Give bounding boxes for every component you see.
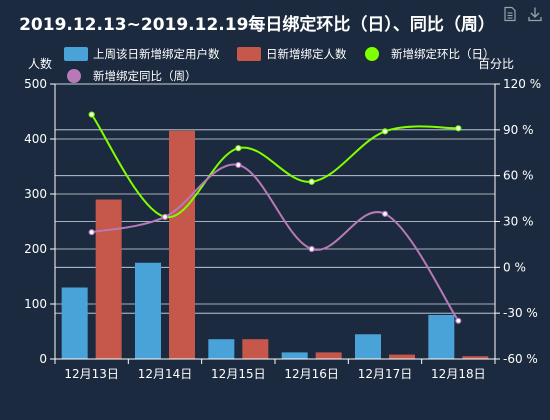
legend-label-last-week: 上周该日新增绑定用户数 xyxy=(93,47,220,61)
legend-item[interactable]: 日新增绑定人数 xyxy=(237,47,347,61)
data-view-icon[interactable] xyxy=(502,6,518,22)
y-right-axis-name: 百分比 xyxy=(478,57,514,71)
legend-label-day-ratio: 新增绑定环比（日） xyxy=(391,47,495,61)
x-tick-label: 12月15日 xyxy=(211,367,266,381)
point-day-ratio[interactable] xyxy=(308,178,315,185)
bar-daily-new[interactable] xyxy=(462,356,489,359)
y-left-tick-label: 0 xyxy=(39,352,47,366)
y-right-tick-label: 30 % xyxy=(503,215,534,229)
bar-daily-new[interactable] xyxy=(169,130,195,359)
point-day-ratio[interactable] xyxy=(88,111,95,118)
bar-daily-new[interactable] xyxy=(242,339,269,359)
y-left-tick-label: 200 xyxy=(24,242,47,256)
download-icon[interactable] xyxy=(527,6,543,22)
bar-last-week[interactable] xyxy=(61,287,88,360)
legend-item[interactable]: 上周该日新增绑定用户数 xyxy=(64,47,220,61)
y-left-tick-label: 400 xyxy=(24,132,47,146)
point-day-ratio[interactable] xyxy=(455,125,462,132)
point-week-ratio[interactable] xyxy=(88,229,95,236)
y-right-tick-label: 0 % xyxy=(503,260,526,274)
x-tick-label: 12月14日 xyxy=(138,367,193,381)
bar-last-week[interactable] xyxy=(135,262,161,359)
point-week-ratio[interactable] xyxy=(235,161,242,169)
bar-last-week[interactable] xyxy=(281,352,308,359)
point-week-ratio[interactable] xyxy=(381,210,389,217)
point-week-ratio[interactable] xyxy=(161,213,169,221)
point-week-ratio[interactable] xyxy=(308,245,315,253)
y-right-tick-label: 60 % xyxy=(503,169,534,183)
y-right-tick-label: 120 % xyxy=(503,77,541,91)
legend-label-week-ratio: 新增绑定同比（周） xyxy=(93,69,197,83)
bar-last-week[interactable] xyxy=(355,334,381,359)
legend-label-daily-new: 日新增绑定人数 xyxy=(266,47,347,61)
bar-last-week[interactable] xyxy=(208,339,235,359)
y-right-tick-label: -30 % xyxy=(503,306,538,320)
y-right-tick-label: 90 % xyxy=(503,123,534,137)
bar-daily-new[interactable] xyxy=(95,199,122,360)
point-day-ratio[interactable] xyxy=(381,128,389,135)
y-right-tick-label: -60 % xyxy=(503,352,538,366)
y-left-tick-label: 100 xyxy=(24,297,47,311)
x-tick-label: 12月13日 xyxy=(64,367,119,381)
bar-daily-new[interactable] xyxy=(315,352,342,359)
point-week-ratio[interactable] xyxy=(455,317,462,324)
legend-item[interactable]: 新增绑定环比（日） xyxy=(365,47,495,61)
point-day-ratio[interactable] xyxy=(235,145,242,152)
legend-swatch xyxy=(67,69,81,83)
legend-item[interactable]: 新增绑定同比（周） xyxy=(67,69,197,83)
bar-last-week[interactable] xyxy=(428,315,455,359)
x-tick-label: 12月16日 xyxy=(284,367,339,381)
y-left-tick-label: 300 xyxy=(24,187,47,201)
legend-swatch xyxy=(237,47,261,61)
legend-swatch xyxy=(365,47,379,61)
bar-daily-new[interactable] xyxy=(389,354,415,359)
x-tick-label: 12月17日 xyxy=(358,367,413,381)
legend-swatch xyxy=(64,47,88,61)
chart-title: 2019.12.13~2019.12.19每日绑定环比（日）、同比（周） xyxy=(19,14,495,35)
x-tick-label: 12月18日 xyxy=(431,367,486,381)
y-left-axis-name: 人数 xyxy=(28,56,52,71)
y-left-tick-label: 500 xyxy=(24,77,47,91)
